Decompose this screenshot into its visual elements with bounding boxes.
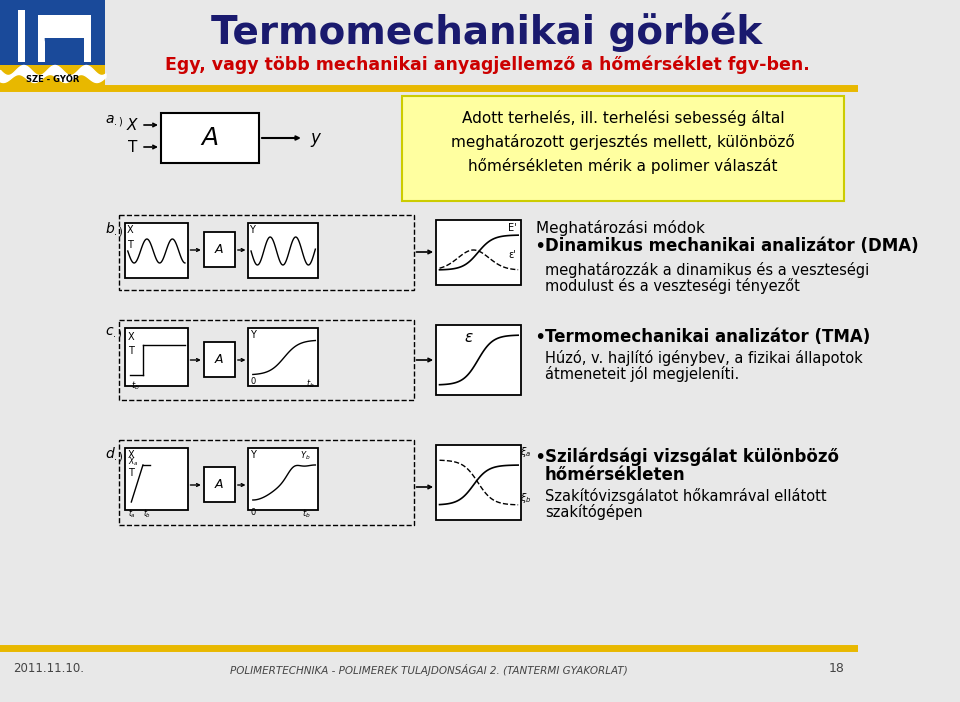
Text: Y: Y [250,225,255,235]
Text: ε': ε' [509,250,516,260]
Bar [249,448,318,510]
Text: $X_{a}$: $X_{a}$ [128,455,138,468]
Text: $t_b$: $t_b$ [132,380,140,392]
Bar [249,223,318,278]
Text: E': E' [509,223,516,233]
Text: $t_a$: $t_a$ [129,508,136,520]
Text: X: X [128,332,134,342]
Text: •: • [534,328,545,347]
Bar [204,232,235,267]
Text: $\xi_a$: $\xi_a$ [520,445,531,459]
Text: X: X [127,225,133,235]
Bar [37,10,91,15]
Text: T: T [128,140,137,154]
Text: X: X [128,450,134,460]
Text: Y: Y [251,330,256,340]
Text: szakítógépen: szakítógépen [545,504,642,520]
Text: $b_{.)}$: $b_{.)}$ [106,220,124,239]
Text: átmeneteit jól megjeleníti.: átmeneteit jól megjeleníti. [545,366,739,382]
Text: 0: 0 [251,377,255,386]
Text: A: A [215,353,224,366]
Text: meghatározott gerjesztés mellett, különböző: meghatározott gerjesztés mellett, különb… [451,134,795,150]
Text: X: X [127,117,137,133]
Text: •: • [534,237,545,256]
Bar [45,38,84,62]
Text: y: y [311,129,321,147]
Bar [0,0,106,88]
Bar [37,10,91,62]
Text: POLIMERTECHNIKA - POLIMEREK TULAJDONSÁGAI 2. (TANTERMI GYAKORLAT): POLIMERTECHNIKA - POLIMEREK TULAJDONSÁGA… [230,664,628,676]
Text: hőmérsékleten mérik a polimer válaszát: hőmérsékleten mérik a polimer válaszát [468,158,778,174]
Text: $\xi_b$: $\xi_b$ [520,491,532,505]
Text: $c_{.)}$: $c_{.)}$ [106,325,123,341]
Bar [106,0,857,88]
Text: Egy, vagy több mechanikai anyagjellemző a hőmérséklet fgv-ben.: Egy, vagy több mechanikai anyagjellemző … [164,55,809,74]
Text: A: A [215,243,224,256]
Text: $t_b$: $t_b$ [306,377,315,390]
Text: T: T [127,240,132,250]
Text: 0: 0 [251,508,255,517]
Text: Y: Y [251,450,256,460]
Bar [25,10,30,62]
Text: Dinamikus mechanikai analizátor (DMA): Dinamikus mechanikai analizátor (DMA) [545,237,919,255]
Bar [436,325,521,395]
Text: A: A [215,478,224,491]
Text: Húzó, v. hajlító igénybev, a fizikai állapotok: Húzó, v. hajlító igénybev, a fizikai áll… [545,350,863,366]
Text: modulust és a veszteségi tényezőt: modulust és a veszteségi tényezőt [545,278,800,294]
Text: T: T [128,468,133,478]
Text: Termomechanikai görbék: Termomechanikai görbék [211,12,762,52]
Text: hőmérsékleten: hőmérsékleten [545,466,685,484]
Bar [13,10,18,62]
Text: $\varepsilon$: $\varepsilon$ [465,331,474,345]
Text: A: A [202,126,219,150]
Text: SZE - GYŐR: SZE - GYŐR [26,76,80,84]
Text: Adott terhelés, ill. terhelési sebesség által: Adott terhelés, ill. terhelési sebesség … [462,110,784,126]
Bar [249,328,318,386]
Bar [125,328,187,386]
Bar [119,215,414,290]
Text: meghatározzák a dinamikus és a veszteségi: meghatározzák a dinamikus és a veszteség… [545,262,869,278]
Bar [161,113,259,163]
Bar [125,223,187,278]
Text: $d_{.)}$: $d_{.)}$ [106,445,124,464]
Text: 2011.11.10.: 2011.11.10. [13,661,84,675]
Bar [436,220,521,285]
Text: 18: 18 [828,661,844,675]
Text: Meghatározási módok: Meghatározási módok [536,220,705,236]
Bar [204,467,235,502]
Text: $Y_b$: $Y_b$ [300,450,311,463]
Bar [119,440,414,525]
Text: Szilárdsági vizsgálat különböző: Szilárdsági vizsgálat különböző [545,448,839,467]
Text: Termomechanikai analizátor (TMA): Termomechanikai analizátor (TMA) [545,328,870,346]
Text: $a_{.)}$: $a_{.)}$ [106,113,124,129]
Text: T: T [128,346,133,356]
Bar [13,10,30,62]
Bar [125,448,187,510]
Text: •: • [534,448,545,467]
Bar [204,342,235,377]
Text: $t_b$: $t_b$ [143,508,152,520]
Bar [402,96,844,201]
Bar [0,65,106,88]
Text: Szakítóvizsgálatot hőkamrával ellátott: Szakítóvizsgálatot hőkamrával ellátott [545,488,827,504]
Text: $t_b$: $t_b$ [302,508,311,520]
Wedge shape [45,38,84,60]
Bar [436,445,521,520]
Bar [119,320,414,400]
